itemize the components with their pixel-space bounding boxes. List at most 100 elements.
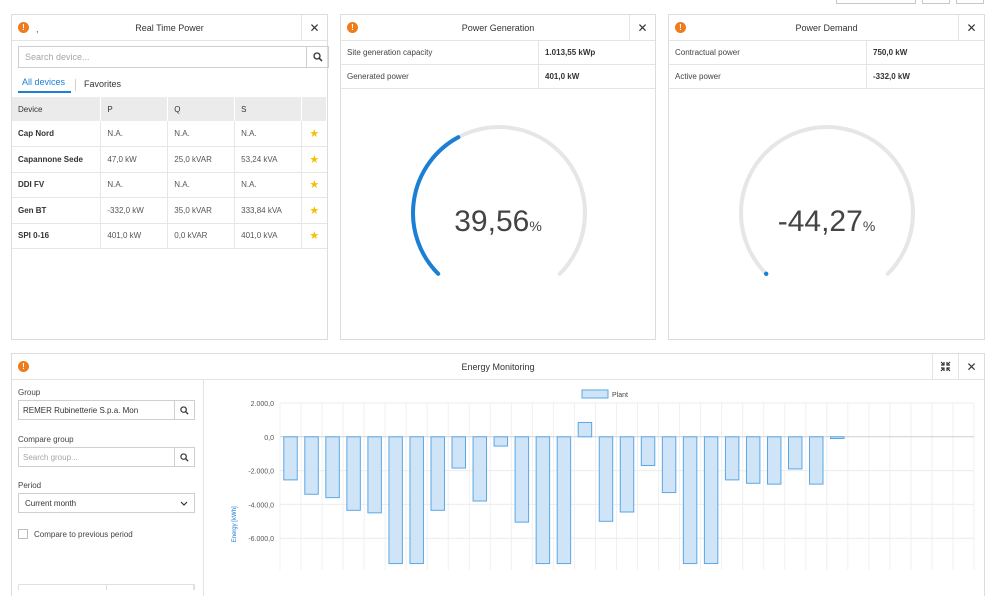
y-tick-label: -4.000,0 [248, 502, 274, 509]
gauge-track [739, 125, 915, 276]
device-q: N.A. [167, 121, 236, 147]
gauge-fill [411, 135, 461, 276]
kpi-label: Contractual power [669, 41, 867, 64]
device-name: Gen BT [12, 197, 102, 224]
chart-bar [409, 436, 424, 565]
gauge-fill [763, 271, 769, 277]
close-button[interactable]: ✕ [301, 15, 327, 40]
table-row[interactable]: SPI 0-16 401,0 kW 0,0 kVAR 401,0 kVA ★ [12, 223, 327, 249]
device-search [18, 46, 329, 68]
period-select[interactable]: Current month [18, 493, 195, 513]
table-row[interactable]: Capannone Sede 47,0 kW 25,0 kVAR 53,24 k… [12, 146, 327, 173]
toolbar-stub[interactable] [922, 0, 950, 4]
chevron-down-icon [180, 501, 188, 506]
column-header-p[interactable]: P [100, 97, 169, 121]
close-button[interactable]: ✕ [629, 15, 655, 40]
chart-bar [283, 436, 298, 481]
device-name: SPI 0-16 [12, 223, 102, 249]
device-tabs: All devices Favorites [18, 77, 127, 93]
energy-monitoring-panel: ! Energy Monitoring ✕ Group Compare grou… [11, 353, 985, 596]
table-row[interactable]: Cap Nord N.A. N.A. N.A. ★ [12, 121, 327, 147]
button-stub[interactable] [107, 585, 194, 590]
favorite-star-icon[interactable]: ★ [301, 121, 327, 147]
search-button[interactable] [306, 47, 328, 67]
warning-icon[interactable]: ! [18, 361, 29, 372]
device-p: -332,0 kW [100, 197, 169, 224]
tab-all-devices[interactable]: All devices [18, 77, 72, 93]
device-p: N.A. [100, 121, 169, 147]
y-tick-label: -2.000,0 [248, 469, 274, 476]
favorite-star-icon[interactable]: ★ [301, 146, 327, 173]
table-row[interactable]: DDI FV N.A. N.A. N.A. ★ [12, 172, 327, 198]
device-name: DDI FV [12, 172, 102, 198]
y-axis-label: Energy [kWh] [232, 506, 238, 542]
generation-gauge-value: 39,56% [341, 205, 655, 239]
column-header-q[interactable]: Q [167, 97, 236, 121]
chart-bar [325, 436, 340, 499]
chart-bar [766, 436, 782, 485]
tab-favorites[interactable]: Favorites [84, 79, 122, 89]
close-button[interactable]: ✕ [958, 354, 984, 379]
warning-icon[interactable]: ! [18, 22, 29, 33]
panel-header: ! Energy Monitoring ✕ [12, 354, 984, 380]
panel-title: Power Generation [461, 22, 535, 33]
chart-bar [304, 436, 319, 495]
search-input[interactable] [19, 47, 306, 67]
y-tick-label: -6.000,0 [248, 536, 274, 543]
group-label: Group [18, 388, 41, 397]
chart-bar [556, 436, 572, 565]
tab-divider [75, 79, 77, 91]
panel-header: ! Power Generation ✕ [341, 15, 655, 41]
chart-bar [430, 436, 445, 511]
compare-group-field [18, 447, 195, 467]
power-generation-panel: ! Power Generation ✕ Site generation cap… [340, 14, 656, 340]
compare-previous-period[interactable]: Compare to previous period [18, 529, 133, 539]
y-tick-label: 2.000,0 [251, 401, 274, 408]
chart-legend: Plant [581, 389, 628, 399]
column-header-device[interactable]: Device [12, 97, 102, 121]
group-input[interactable] [19, 401, 174, 419]
warning-icon[interactable]: ! [347, 22, 358, 33]
chart-bar [451, 436, 466, 469]
kpi-label: Active power [669, 65, 867, 88]
y-tick-label: 0,0 [264, 435, 274, 442]
warning-icon[interactable]: ! [675, 22, 686, 33]
power-demand-panel: ! Power Demand ✕ Contractual power 750,0… [668, 14, 985, 340]
collapse-button[interactable] [932, 354, 958, 379]
group-search-button[interactable] [174, 401, 194, 419]
toolbar-stub[interactable] [836, 0, 916, 4]
generation-gauge [411, 125, 587, 276]
chart-bar [514, 436, 530, 523]
table-row[interactable]: Gen BT -332,0 kW 35,0 kVAR 333,84 kVA ★ [12, 197, 327, 224]
chart-bar [598, 436, 614, 522]
chart-bar [535, 436, 551, 565]
compare-search-button[interactable] [174, 448, 194, 466]
chart-bar [809, 436, 824, 485]
favorite-star-icon[interactable]: ★ [301, 223, 327, 249]
chart-bar [661, 436, 677, 494]
kpi-label: Site generation capacity [341, 41, 539, 64]
gauge-number: 39,56 [454, 205, 530, 238]
chart-bar [788, 436, 803, 470]
compress-icon [940, 361, 951, 372]
compare-group-input[interactable] [19, 448, 174, 466]
legend-label: Plant [612, 392, 628, 399]
device-p: 47,0 kW [100, 146, 169, 173]
favorite-star-icon[interactable]: ★ [301, 197, 327, 224]
kpi-row: Generated power 401,0 kW [341, 65, 655, 89]
close-button[interactable]: ✕ [958, 15, 984, 40]
kpi-label: Generated power [341, 65, 539, 88]
kpi-value: -332,0 kW [873, 72, 910, 81]
compare-previous-checkbox[interactable] [18, 529, 28, 539]
period-label: Period [18, 481, 42, 490]
kpi-row: Contractual power 750,0 kW [669, 41, 984, 65]
button-stub[interactable] [19, 585, 107, 590]
kpi-value: 750,0 kW [873, 48, 908, 57]
toolbar-stub[interactable] [956, 0, 984, 4]
search-icon [180, 452, 189, 462]
gauge-number: -44,27 [777, 205, 863, 238]
favorite-star-icon[interactable]: ★ [301, 172, 327, 198]
column-header-s[interactable]: S [234, 97, 303, 121]
chart-bar [724, 436, 740, 481]
period-selected-value: Current month [25, 498, 77, 508]
